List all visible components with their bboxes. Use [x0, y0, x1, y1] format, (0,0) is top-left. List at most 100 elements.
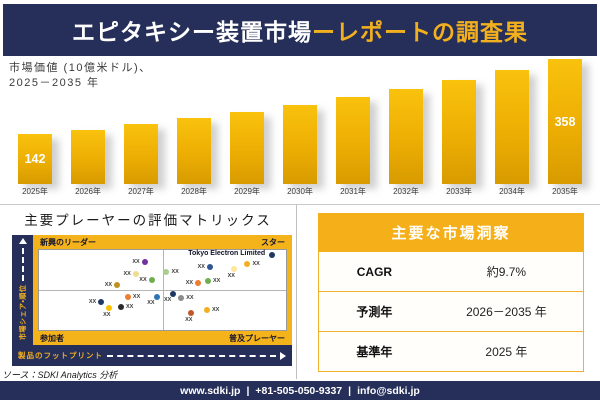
page-title: エピタキシー装置市場ーレポートの調査果 — [72, 13, 528, 47]
point-label: XX — [132, 294, 141, 301]
bar-2031年 — [336, 97, 370, 184]
footer-phone: +81-505-050-9337 — [255, 384, 343, 397]
bar-2034年 — [495, 70, 529, 184]
bar-value-label: 142 — [24, 152, 46, 166]
x-axis-tick-label: 2031年 — [340, 187, 366, 196]
y-axis-label-group: 市場シェア・順位 — [12, 235, 33, 343]
bar-column: 2029年 — [230, 46, 264, 200]
bar-column: 2026年 — [71, 46, 105, 200]
scatter-dot — [153, 294, 160, 301]
matrix-plot-area: XX XX XX XX XX XX XX XX XX XX Tokyo Electron Limit… — [38, 249, 287, 331]
point-label: XX — [211, 306, 220, 313]
x-axis-dashed-line — [107, 354, 276, 357]
footer-separator: | — [348, 384, 352, 397]
point-label: XX — [185, 316, 193, 323]
page-title-accent: ーレポートの調査果 — [312, 19, 528, 45]
insight-row: 基準年 2025 年 — [319, 331, 583, 371]
point-label: XX — [212, 277, 221, 284]
x-axis-tick-label: 2028年 — [181, 187, 207, 196]
x-axis-tick-label: 2030年 — [287, 187, 313, 196]
page-title-main: エピタキシー装置市場 — [72, 19, 312, 45]
x-axis-arrow-icon — [280, 351, 286, 360]
x-axis-tick-label: 2032年 — [393, 187, 419, 196]
chart-subtitle: 市場価値 (10億米ドル)、 2025－2035 年 — [9, 61, 152, 91]
point-label: XX — [197, 264, 205, 271]
x-axis-tick-label: 2026年 — [75, 187, 101, 196]
evaluation-matrix: 市場シェア・順位 新興のリーダー スター XX XX XX XX XX XX XX XX XX X… — [12, 233, 292, 366]
header-banner: エピタキシー装置市場ーレポートの調査果 — [3, 4, 597, 56]
matrix-frame: 新興のリーダー スター XX XX XX XX XX XX XX XX XX XX Tokyo El… — [33, 235, 292, 345]
point-label: XX — [186, 295, 194, 302]
point-label: XX — [171, 269, 179, 276]
point-label: XX — [252, 260, 260, 267]
point-label: XX — [185, 279, 194, 286]
bar-column: 2032年 — [389, 46, 423, 200]
scatter-dot — [106, 304, 113, 311]
chart-subtitle-line2: 2025－2035 年 — [9, 77, 100, 89]
bar-2033年 — [442, 80, 476, 184]
quadrant-label-participants: 参加者 — [40, 333, 64, 343]
quadrant-label-star: スター — [261, 237, 285, 247]
scatter-dot — [206, 264, 213, 271]
insight-value: 2025 年 — [485, 345, 528, 359]
bar-2029年 — [230, 112, 264, 184]
footer-email[interactable]: info@sdki.jp — [357, 384, 420, 397]
insight-label: 予測年 — [356, 305, 393, 319]
scatter-dot — [132, 271, 139, 278]
point-label: XX — [104, 281, 113, 288]
footer-separator: | — [246, 384, 250, 397]
bar-column: 358 2035年 — [548, 46, 582, 200]
bar-2032年 — [389, 89, 423, 184]
bar-2026年 — [71, 130, 105, 184]
quadrant-label-emerging-leaders: 新興のリーダー — [40, 237, 96, 247]
scatter-dot — [114, 281, 121, 288]
x-axis-tick-label: 2025年 — [22, 187, 48, 196]
point-label: XX — [123, 271, 131, 278]
x-axis-tick-label: 2029年 — [234, 187, 260, 196]
horizontal-divider — [0, 204, 600, 205]
company-label: Tokyo Electron Limited — [188, 249, 266, 257]
insight-label: 基準年 — [356, 345, 393, 359]
bar-2030年 — [283, 105, 317, 184]
bar-column: 2027年 — [124, 46, 158, 200]
bar-column: 2030年 — [283, 46, 317, 200]
bar-2027年 — [124, 124, 158, 184]
x-axis-tick-label: 2034年 — [499, 187, 525, 196]
insights-table: CAGR 約9.7% 予測年 2026－2035 年基準年 2025 年 — [318, 252, 584, 372]
scatter-dot — [98, 299, 105, 306]
footer-bar: www.sdki.jp | +81-505-050-9337 | info@sd… — [0, 381, 600, 400]
insight-row: CAGR 約9.7% — [319, 252, 583, 291]
scatter-dot — [170, 291, 177, 298]
point-label: XX — [103, 311, 111, 318]
quadrant-divider-horizontal — [39, 290, 286, 291]
scatter-dot — [124, 294, 131, 301]
scatter-dot — [163, 269, 170, 276]
bar-2035年: 358 — [548, 59, 582, 184]
insight-label: CAGR — [356, 264, 393, 279]
source-note: ソース：SDKI Analytics 分析 — [2, 370, 118, 380]
scatter-dot — [203, 306, 210, 313]
scatter-dot — [141, 258, 148, 265]
matrix-title: 主要プレーヤーの評価マトリックス — [24, 213, 272, 228]
insights-header: 主要な市場洞察 — [318, 213, 584, 252]
point-label: XX — [126, 303, 134, 310]
scatter-dot — [178, 295, 185, 302]
scatter-dot — [195, 279, 202, 286]
chart-subtitle-line1: 市場価値 (10億米ドル)、 — [9, 62, 152, 74]
insight-row: 予測年 2026－2035 年 — [319, 291, 583, 331]
y-axis-label: 市場シェア・順位 — [19, 284, 27, 340]
point-label: XX — [164, 297, 172, 304]
footer-website[interactable]: www.sdki.jp — [180, 384, 241, 397]
scatter-dot — [244, 260, 251, 267]
insight-value: 2026－2035 年 — [466, 305, 547, 319]
scatter-dot — [118, 303, 124, 310]
bar-column: 2031年 — [336, 46, 370, 200]
bar-column: 2028年 — [177, 46, 211, 200]
x-axis-tick-label: 2035年 — [552, 187, 578, 196]
point-label: XX — [147, 300, 155, 307]
bar-2028年 — [177, 118, 211, 184]
x-axis-band: 製品のフットプリント — [12, 345, 292, 366]
scatter-dot — [269, 251, 276, 258]
x-axis-label: 製品のフットプリント — [18, 351, 103, 360]
